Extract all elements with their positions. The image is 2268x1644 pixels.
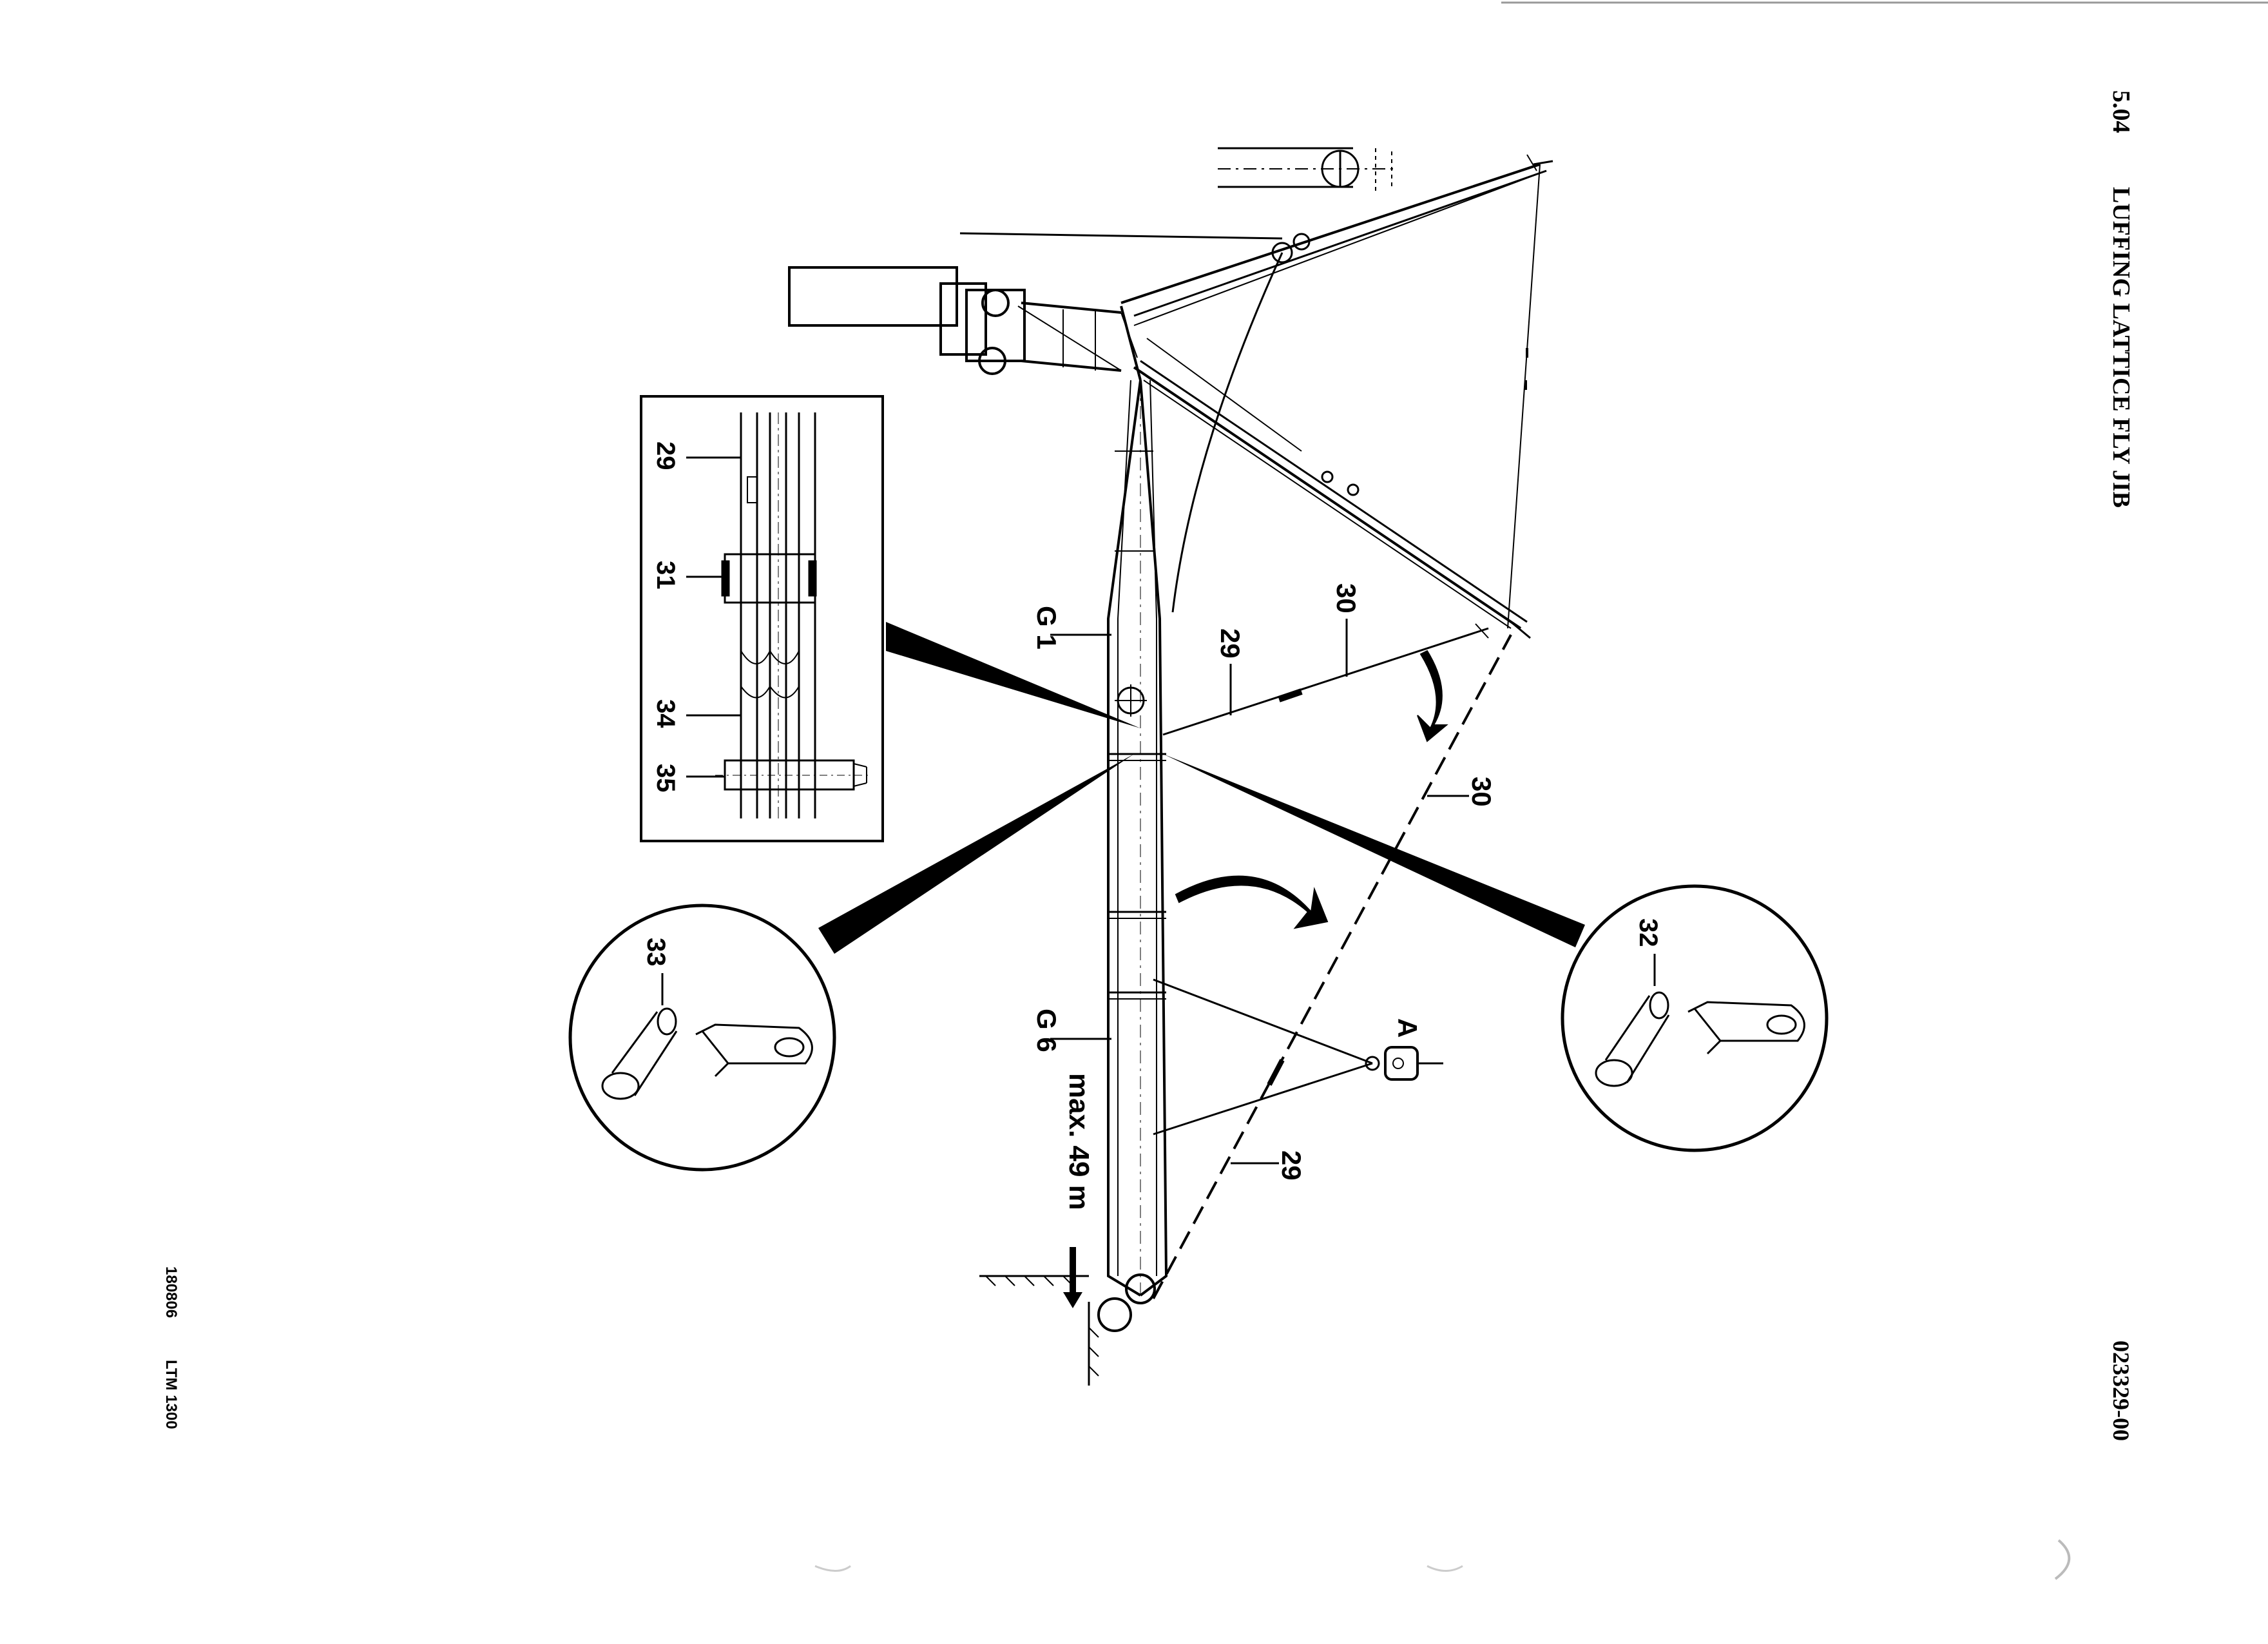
lattice-jib-main <box>1107 380 1168 1297</box>
detail-label-29: 29 <box>651 441 680 470</box>
section-number: 5.04 <box>2108 90 2135 133</box>
detail-leader-left <box>818 754 1134 954</box>
section-title: LUFFING LATTICE FLY JIB <box>2108 187 2135 508</box>
scan-artifact <box>1427 1565 1463 1572</box>
label-pendant-29-upper: 29 <box>1215 628 1245 659</box>
detail-circle-left: 33 <box>568 904 836 1172</box>
label-max-length: max. 49 m <box>1063 1073 1095 1210</box>
drawing-number: 023329-00 <box>2108 1340 2134 1441</box>
pendant-upper <box>1162 623 1489 736</box>
scan-artifact <box>2054 1539 2071 1580</box>
detail-box: 29 31 34 35 <box>640 395 884 842</box>
label-g1: G 1 <box>1032 606 1062 650</box>
pendant-dashed <box>1152 634 1512 1299</box>
scan-artifact <box>814 1565 851 1572</box>
label-pendant-30-dashed: 30 <box>1466 777 1497 807</box>
rotation-arrow-upper <box>1417 650 1448 742</box>
detail-label-31: 31 <box>651 561 680 590</box>
rotation-arrow-lower <box>1175 875 1329 929</box>
detail-label-34: 34 <box>651 699 680 728</box>
detail-label-32: 32 <box>1634 918 1662 947</box>
label-load-a: A <box>1392 1018 1423 1038</box>
date-code: 180806 <box>162 1266 180 1318</box>
jib-foot <box>979 1273 1156 1386</box>
detail-circle-right: 32 <box>1561 884 1829 1152</box>
label-pendant-30-upper: 30 <box>1331 583 1361 614</box>
label-pendant-29-dashed: 29 <box>1276 1150 1307 1181</box>
detail-leader-right <box>1163 754 1585 947</box>
fly-jib-upper <box>1120 154 1553 326</box>
model-code: LTM 1300 <box>162 1360 180 1429</box>
detail-label-35: 35 <box>651 764 680 793</box>
detail-box-labels: 29 31 34 35 <box>651 441 741 793</box>
detail-label-33: 33 <box>642 938 670 967</box>
load-hook <box>1153 978 1443 1136</box>
fly-jib-diagonal <box>1133 338 1531 639</box>
detail-leader-box <box>886 622 1140 728</box>
label-g6: G 6 <box>1032 1009 1062 1052</box>
jib-pendant-right <box>1507 164 1541 629</box>
crane-drawing <box>788 147 1585 1386</box>
guy-curve <box>1171 252 1283 613</box>
main-boom <box>788 266 1142 381</box>
